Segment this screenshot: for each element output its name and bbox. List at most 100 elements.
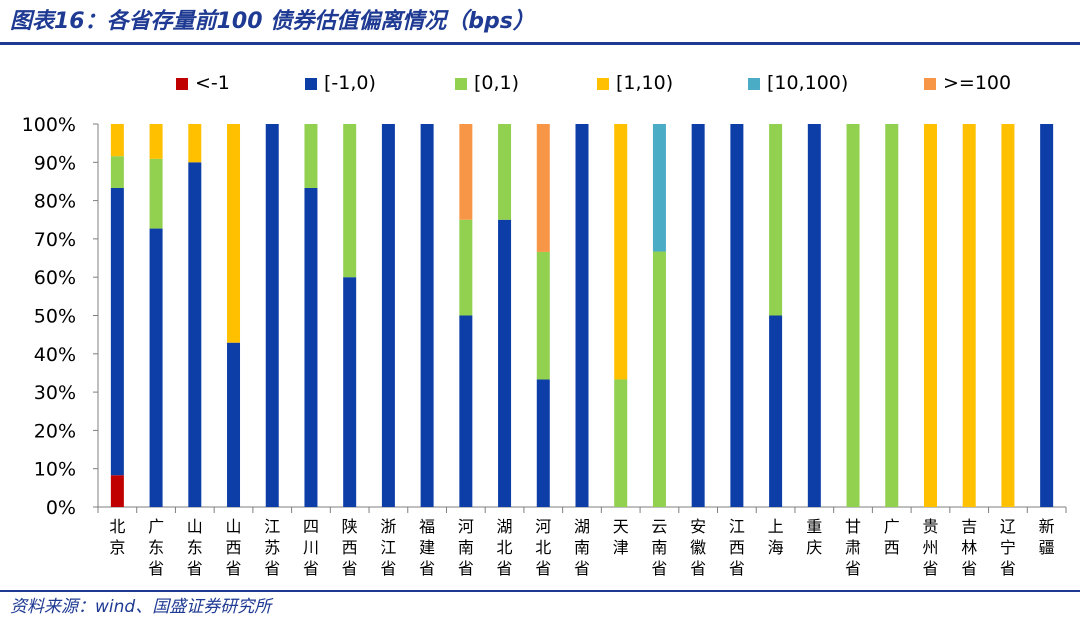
bar-segment [807, 124, 821, 507]
bar-segment [575, 124, 589, 507]
bar-segment [769, 124, 783, 316]
bar-segment [149, 158, 163, 229]
y-tick-label: 70% [34, 229, 76, 251]
legend-swatch [748, 78, 760, 90]
y-tick-label: 30% [34, 382, 76, 404]
bar-segment [1040, 124, 1054, 507]
y-tick-label: 0% [46, 497, 76, 519]
y-tick-label: 50% [34, 306, 76, 328]
x-tick-label: 湖南省 [574, 517, 590, 578]
bar-segment [110, 156, 124, 188]
bar-segment [652, 124, 666, 252]
x-tick-label: 浙江省 [380, 517, 396, 578]
y-tick-label: 90% [34, 152, 76, 174]
bar-segment [614, 379, 628, 507]
x-tick-label: 福建省 [419, 517, 435, 578]
bar-segment [227, 124, 241, 343]
x-tick-label: 陕西省 [342, 517, 358, 578]
legend-label: <-1 [195, 72, 230, 94]
x-tick-label: 吉林省 [961, 517, 977, 578]
x-tick-label: 天津 [613, 517, 629, 557]
bar-segment [110, 475, 124, 507]
bar-segment [691, 124, 705, 507]
legend-label: [1,10) [616, 72, 673, 94]
bar-segment [381, 124, 395, 507]
bar-segment [962, 124, 976, 507]
x-tick-label: 四川省 [303, 517, 319, 578]
x-tick-label: 湖北省 [497, 517, 513, 578]
legend-item: [10,100) [748, 72, 848, 94]
bar-series [110, 124, 1054, 508]
legend-label: >=100 [943, 72, 1011, 94]
bar-segment [846, 124, 860, 507]
x-tick-label: 广东省 [148, 517, 164, 578]
x-axis: 北京 广东省 山东省 山西省 江苏省 四川省 陕西省 浙江省 福建省 河南省 湖北省 河北省 湖南省 天津… [97, 506, 1067, 578]
legend-swatch [305, 78, 317, 90]
x-tick-label: 贵州省 [922, 517, 938, 578]
y-tick-label: 60% [34, 267, 76, 289]
bar-segment [614, 124, 628, 380]
legend-swatch [924, 78, 936, 90]
y-tick-label: 80% [34, 191, 76, 213]
x-tick-label: 江西省 [729, 517, 745, 578]
bar-segment [885, 124, 899, 507]
chart-legend: <-1 [-1,0) [0,1) [1,10) [10,100) >=100 [176, 72, 1011, 94]
x-tick-label: 山东省 [187, 517, 203, 578]
bar-segment [923, 124, 937, 507]
title-divider [0, 42, 1080, 45]
y-tick-label: 10% [34, 459, 76, 481]
legend-item: [1,10) [597, 72, 673, 94]
legend-swatch [176, 78, 188, 90]
bar-segment [188, 162, 202, 508]
bar-segment [304, 124, 318, 188]
bar-segment [110, 187, 124, 476]
bar-segment [652, 251, 666, 507]
bar-segment [188, 124, 202, 163]
bar-segment [343, 277, 357, 507]
legend-item: [0,1) [455, 72, 519, 94]
y-tick-label: 100% [22, 114, 76, 136]
legend-item: [-1,0) [305, 72, 376, 94]
legend-label: [0,1) [474, 72, 519, 94]
bar-segment [769, 315, 783, 507]
legend-label: [10,100) [767, 72, 848, 94]
x-tick-label: 河南省 [458, 517, 474, 578]
y-tick-label: 40% [34, 344, 76, 366]
legend-swatch [597, 78, 609, 90]
x-tick-label: 江苏省 [264, 517, 280, 578]
bar-segment [1001, 124, 1015, 507]
x-tick-label: 辽宁省 [1000, 517, 1016, 578]
x-tick-label: 河北省 [535, 517, 551, 578]
bar-segment [536, 251, 550, 380]
bar-segment [227, 342, 241, 507]
x-tick-label: 山西省 [226, 517, 242, 578]
bar-segment [149, 228, 163, 507]
bar-segment [730, 124, 744, 507]
source-note: 资料来源：wind、国盛证券研究所 [10, 597, 272, 617]
y-axis: 0% 10% 20% 30% 40% 50% 60% 70% 80% 90% 100% [22, 114, 99, 519]
bar-segment [265, 124, 279, 507]
bar-segment [459, 219, 473, 316]
x-tick-label: 云南省 [651, 517, 667, 578]
bar-segment [536, 379, 550, 507]
bar-segment [304, 187, 318, 507]
legend-item: <-1 [176, 72, 230, 94]
bar-segment [498, 219, 512, 507]
bar-segment [343, 124, 357, 278]
legend-item: >=100 [924, 72, 1011, 94]
bar-segment [149, 124, 163, 159]
x-tick-label: 新疆 [1039, 517, 1055, 557]
bar-segment [536, 124, 550, 252]
y-tick-label: 20% [34, 420, 76, 442]
x-tick-label: 重庆 [806, 517, 822, 557]
x-tick-label: 安徽省 [690, 517, 706, 578]
bar-segment [420, 124, 434, 507]
x-tick-label: 广西 [884, 517, 900, 557]
bar-segment [459, 315, 473, 507]
footer-divider [0, 590, 1080, 592]
bar-segment [498, 124, 512, 220]
x-tick-label: 北京 [109, 517, 125, 557]
legend-swatch [455, 78, 467, 90]
bar-segment [110, 124, 124, 157]
bar-segment [459, 124, 473, 220]
